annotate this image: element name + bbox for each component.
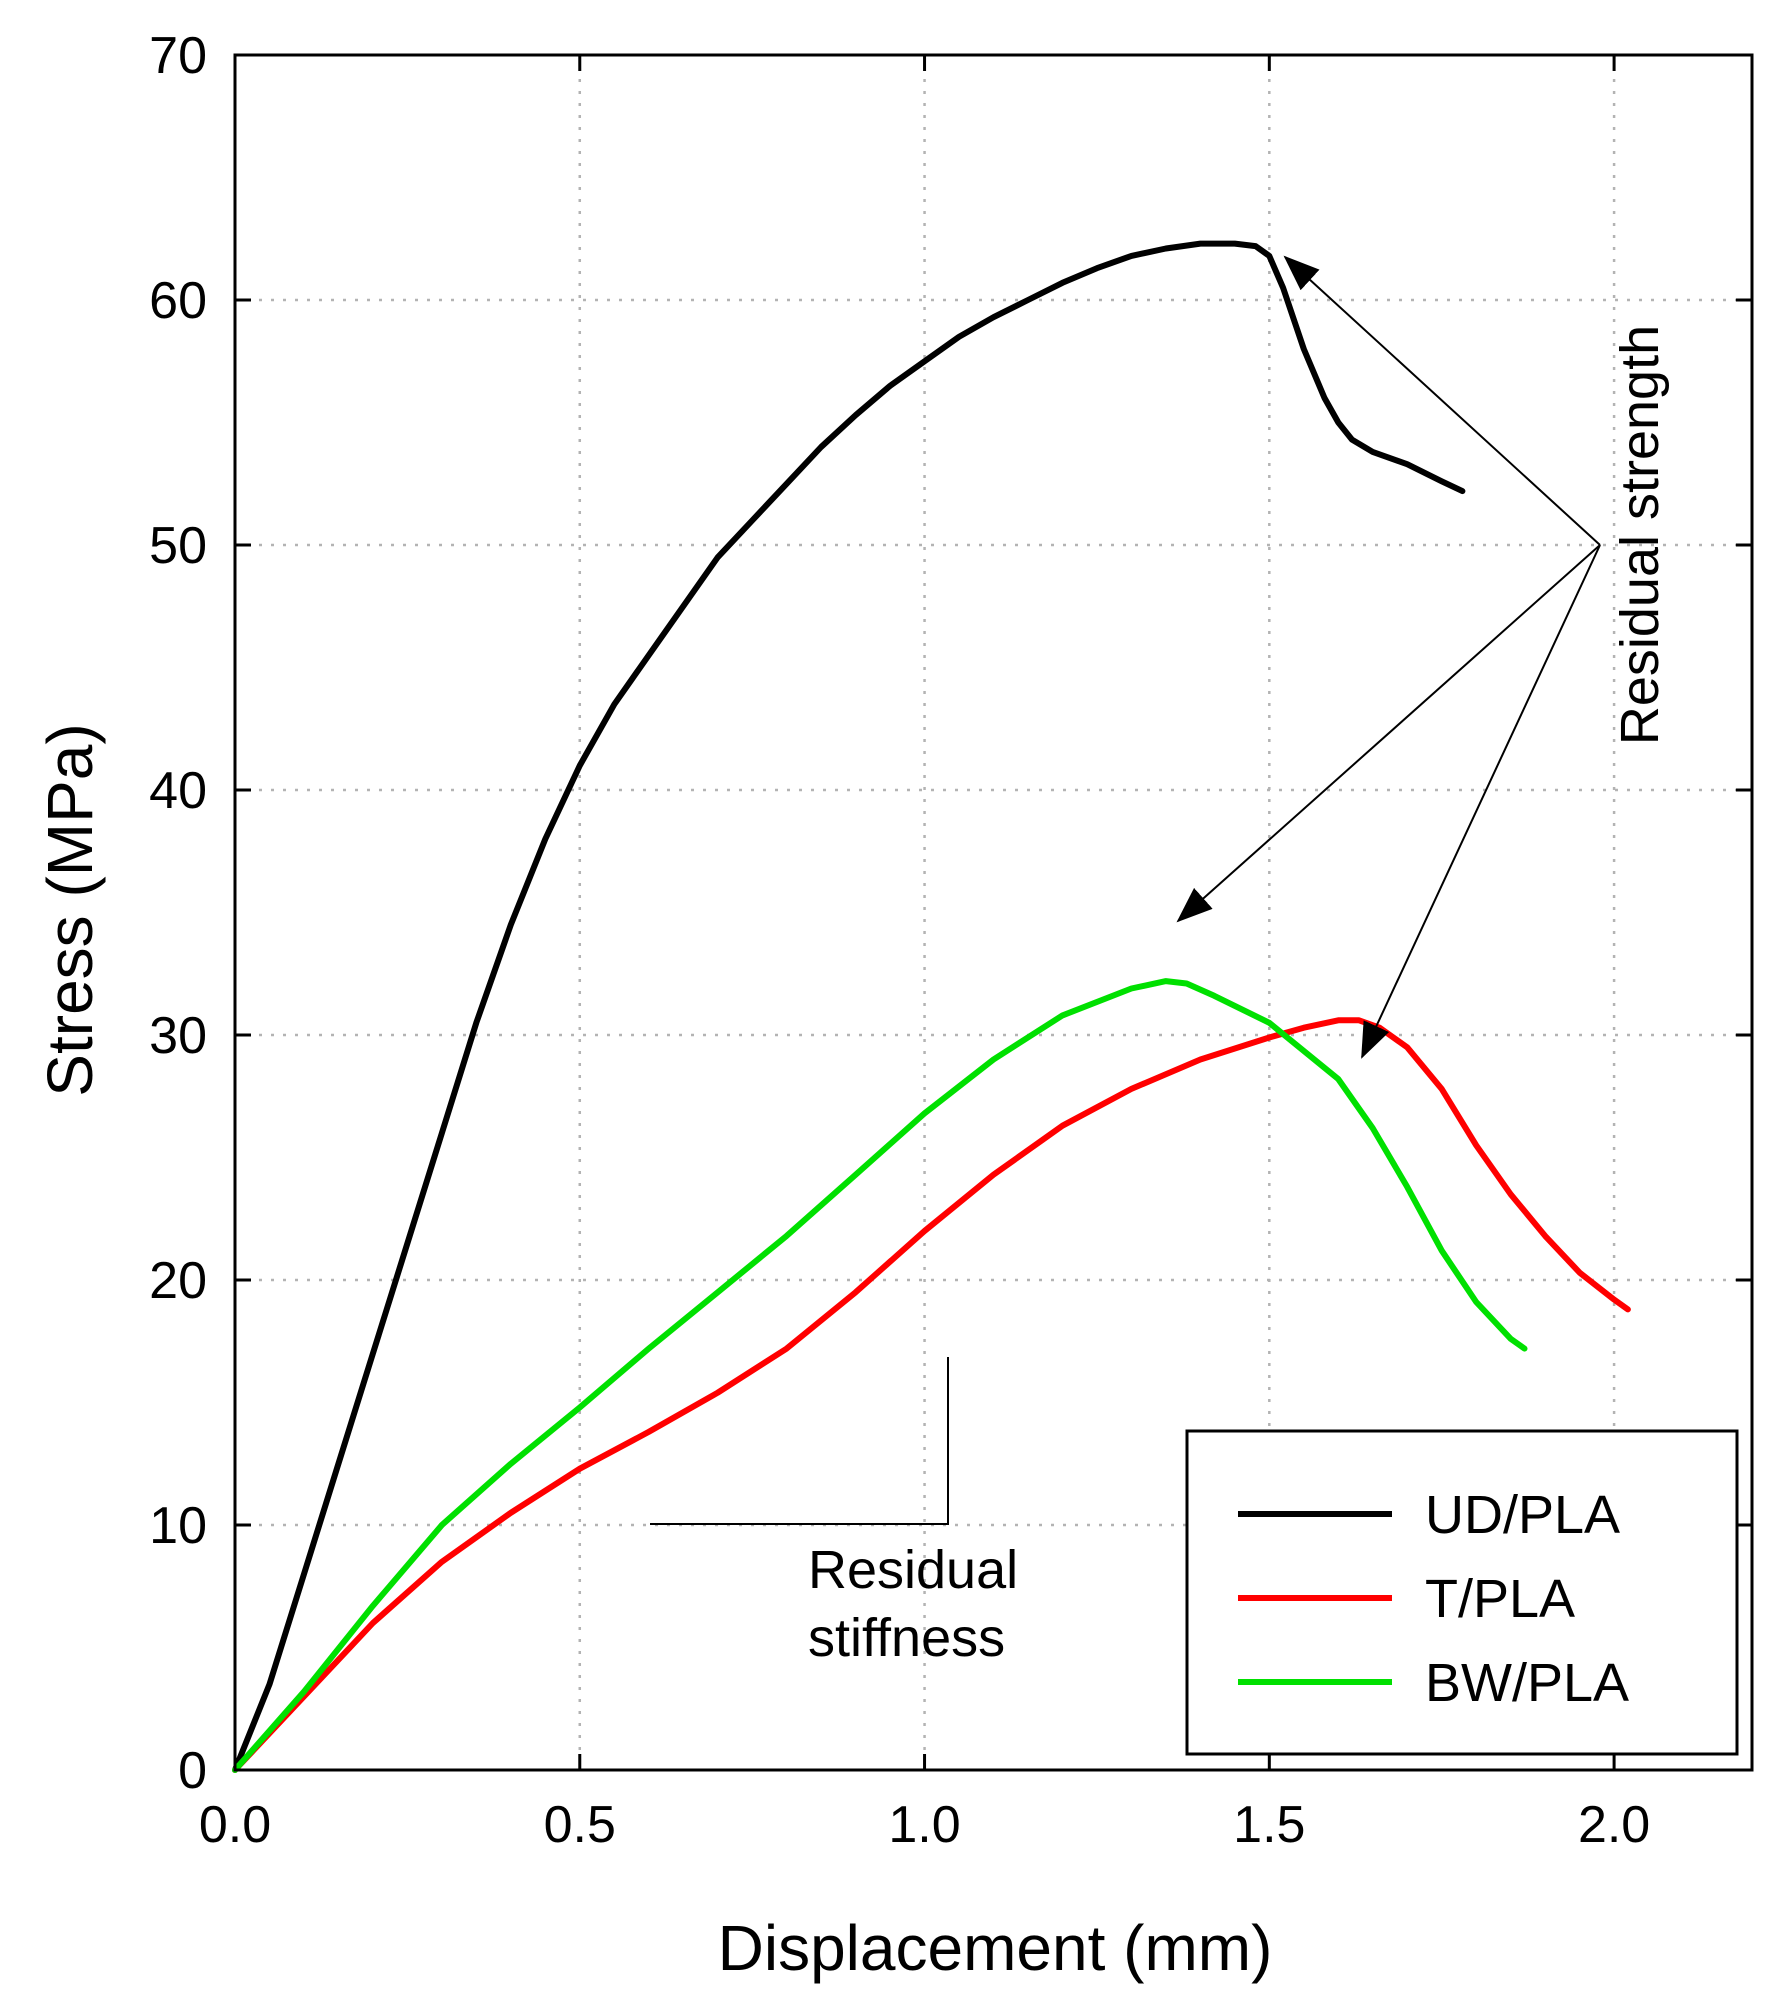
residual-stiffness-label-line2: stiffness (808, 1608, 1005, 1668)
data-series (232, 240, 1631, 1773)
y-tick-label: 20 (149, 1252, 207, 1310)
y-tick-label: 50 (149, 517, 207, 575)
axis-ticks (233, 53, 1752, 1772)
axis-tick-labels: 0.0 0.5 1.0 1.5 2.0 0 10 20 30 40 50 60 70 (149, 27, 1650, 1854)
residual-stiffness-annotation: Residual stiffness (650, 1357, 1018, 1668)
x-tick-label: 0.0 (199, 1796, 271, 1854)
residual-strength-arrow-ud (1283, 255, 1601, 546)
x-tick-label: 1.5 (1233, 1796, 1305, 1854)
series-line-t-pla (232, 1017, 1631, 1773)
legend-label: T/PLA (1425, 1569, 1575, 1629)
x-axis-title: Displacement (mm) (718, 1912, 1273, 1984)
y-tick-label: 0 (178, 1742, 207, 1800)
legend-box (1185, 1429, 1739, 1756)
y-axis-title: Stress (MPa) (34, 723, 106, 1096)
series-line-bw-pla (232, 978, 1528, 1773)
series-line-ud-pla (232, 240, 1466, 1773)
plot-area-frame (233, 53, 1754, 1772)
y-tick-label: 40 (149, 762, 207, 820)
residual-stiffness-bracket (650, 1357, 949, 1525)
y-tick-label: 30 (149, 1007, 207, 1065)
x-tick-label: 0.5 (544, 1796, 616, 1854)
x-tick-label: 2.0 (1578, 1796, 1650, 1854)
y-tick-label: 60 (149, 272, 207, 330)
residual-stiffness-label-line1: Residual (808, 1540, 1018, 1600)
residual-strength-arrow-bw (1176, 544, 1601, 923)
x-tick-label: 1.0 (888, 1796, 960, 1854)
y-tick-label: 70 (149, 27, 207, 85)
legend: UD/PLA T/PLA BW/PLA (1185, 1429, 1739, 1756)
legend-label: UD/PLA (1425, 1485, 1620, 1545)
residual-strength-arrow-t (1361, 544, 1601, 1059)
legend-label: BW/PLA (1425, 1653, 1629, 1713)
residual-strength-annotation: Residual strength (1176, 255, 1670, 1059)
residual-strength-label: Residual strength (1610, 325, 1670, 745)
y-tick-label: 10 (149, 1497, 207, 1555)
